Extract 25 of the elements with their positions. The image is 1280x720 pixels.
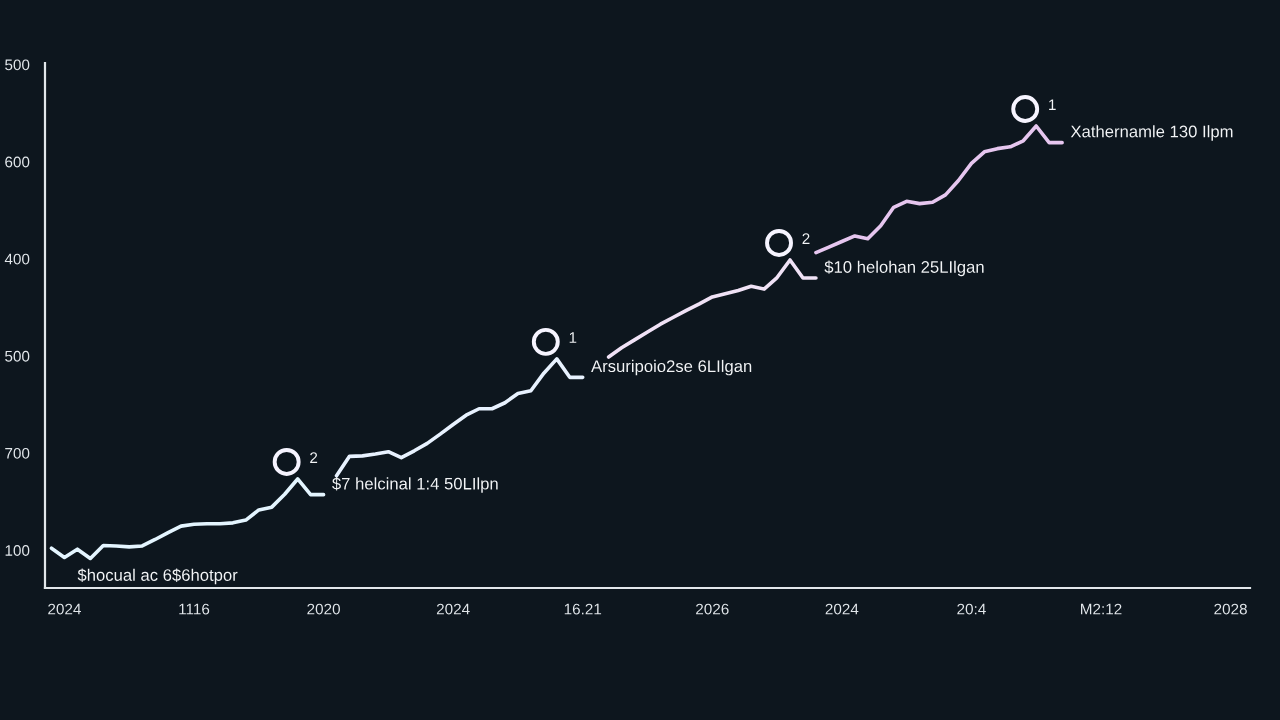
x-tick-label: M2:12 bbox=[1081, 603, 1122, 615]
text: 500 bbox=[5, 59, 30, 71]
annotation: 2 bbox=[310, 452, 318, 463]
x-tick-label: 2020 bbox=[307, 603, 340, 615]
annotation: Arsuripoio2se 6LIlgan bbox=[591, 359, 752, 376]
x-tick-label: 2024 bbox=[48, 603, 81, 615]
annotation: $hocual ac 6$6hotpor bbox=[77, 568, 238, 585]
x-tick-label: 2024 bbox=[436, 603, 470, 615]
annotation: Xathernamle 130 Ilpm bbox=[1070, 125, 1233, 141]
annotation: $10 helohan 25LIlgan bbox=[824, 260, 984, 277]
x-tick-label: 1116 bbox=[179, 603, 210, 615]
text: 100 bbox=[5, 545, 30, 556]
text: 500 bbox=[5, 350, 30, 362]
text: 1 bbox=[1049, 99, 1056, 110]
annotation: 1 bbox=[569, 332, 577, 343]
annotation: 2 bbox=[802, 233, 810, 244]
x-tick-label: 2024 bbox=[825, 603, 859, 615]
x-tick-label: 2028 bbox=[1214, 603, 1247, 615]
x-tick-label: 2026 bbox=[696, 603, 729, 615]
x-tick-label: 20:4 bbox=[957, 603, 986, 615]
text: 400 bbox=[4, 253, 30, 265]
x-tick-label: 16.21 bbox=[564, 603, 602, 615]
annotation: $7 helcinal 1:4 50LIlpn bbox=[332, 477, 498, 493]
text: 600 bbox=[5, 156, 30, 168]
text: 700 bbox=[5, 447, 30, 459]
